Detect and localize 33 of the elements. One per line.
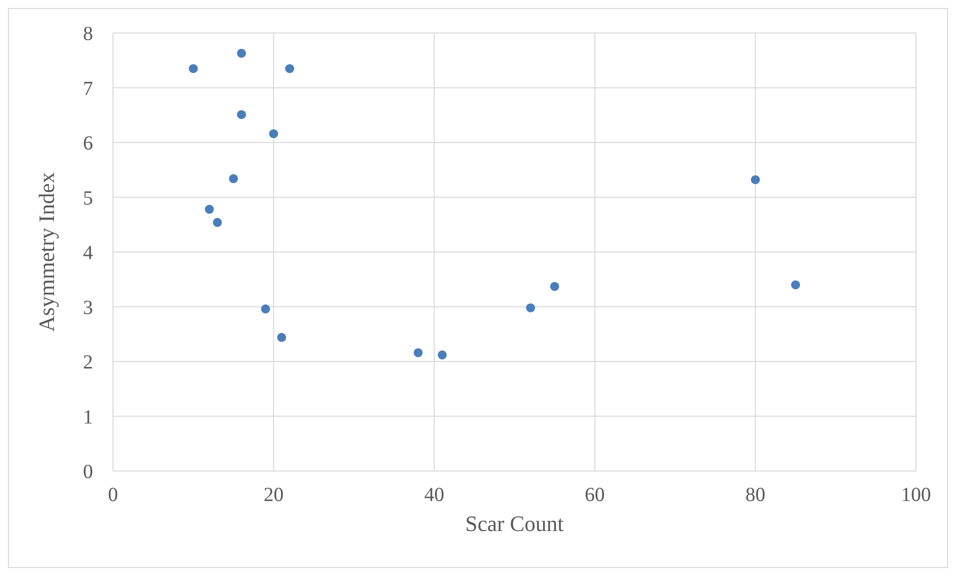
x-tick-label: 20 — [264, 484, 284, 506]
y-tick-label: 1 — [83, 406, 93, 428]
point — [526, 303, 536, 312]
point — [236, 110, 246, 120]
y-tick-label: 5 — [83, 187, 93, 210]
point — [414, 348, 423, 358]
point — [228, 174, 238, 184]
point — [550, 282, 560, 291]
y-axis-title: Asymmetry Index — [34, 172, 59, 332]
point — [750, 175, 760, 184]
y-tick-label: 4 — [83, 242, 93, 264]
point — [212, 218, 222, 227]
point — [269, 129, 278, 138]
x-tick-label: 40 — [424, 484, 444, 506]
point — [285, 64, 294, 74]
x-tick-label: 60 — [584, 484, 605, 506]
point — [204, 204, 214, 214]
point — [188, 64, 198, 74]
point — [236, 48, 246, 58]
y-tick-label: 8 — [83, 23, 93, 46]
x-axis-title: Scar Count — [465, 511, 564, 536]
y-tick-label: 7 — [83, 78, 93, 100]
point — [277, 332, 286, 342]
y-tick-label: 0 — [83, 461, 93, 484]
point — [438, 350, 447, 360]
x-tick-label: 100 — [901, 484, 931, 506]
point — [791, 280, 800, 290]
y-tick-label: 3 — [83, 296, 93, 319]
x-tick-label: 0 — [108, 484, 118, 506]
y-tick-label: 2 — [83, 352, 93, 374]
y-tick-label: 6 — [83, 132, 93, 155]
point — [261, 304, 270, 314]
x-tick-label: 80 — [745, 484, 766, 506]
